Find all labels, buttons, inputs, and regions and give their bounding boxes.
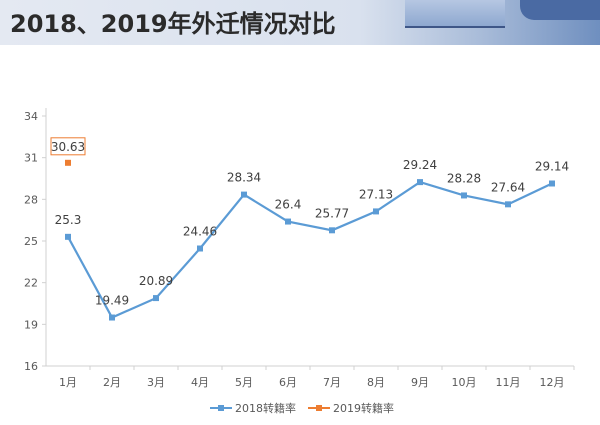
data-label-2018: 20.89 bbox=[139, 274, 173, 288]
page-title: 2018、2019年外迁情况对比 bbox=[10, 10, 336, 38]
data-label-box-2019 bbox=[50, 137, 86, 156]
data-label-2018: 28.34 bbox=[227, 171, 261, 185]
data-point-2018 bbox=[329, 227, 335, 234]
y-tick-label: 22 bbox=[24, 277, 38, 290]
y-tick-label: 31 bbox=[24, 152, 38, 165]
header-banner: 2018、2019年外迁情况对比 bbox=[0, 0, 600, 45]
data-point-2018 bbox=[461, 192, 467, 199]
data-point-2018 bbox=[153, 295, 159, 302]
data-point-2018 bbox=[373, 208, 379, 215]
x-tick-label: 4月 bbox=[191, 376, 209, 389]
data-point-2018 bbox=[65, 233, 71, 240]
series-line-2018 bbox=[67, 180, 553, 319]
x-tick-label: 11月 bbox=[496, 376, 521, 389]
data-label-2018: 25.77 bbox=[315, 206, 349, 220]
banner-decoration bbox=[520, 0, 600, 20]
data-label-2018: 25.3 bbox=[55, 213, 82, 227]
legend-marker bbox=[218, 405, 224, 411]
x-tick-label: 8月 bbox=[367, 376, 385, 389]
data-point-2018 bbox=[109, 314, 115, 321]
data-point-2018 bbox=[285, 218, 291, 225]
data-point-2019 bbox=[65, 159, 71, 166]
data-label-2018: 27.13 bbox=[359, 187, 393, 201]
data-label-2018: 29.14 bbox=[535, 160, 569, 174]
x-tick-label: 2月 bbox=[103, 376, 121, 389]
legend-marker bbox=[316, 405, 322, 411]
data-point-2018 bbox=[549, 180, 555, 187]
data-label-2018: 19.49 bbox=[95, 294, 129, 308]
x-tick-label: 6月 bbox=[279, 376, 297, 389]
x-tick-label: 7月 bbox=[323, 376, 341, 389]
legend-label: 2019转籍率 bbox=[333, 401, 394, 415]
data-label-2018: 26.4 bbox=[275, 198, 302, 212]
x-tick-label: 1月 bbox=[59, 376, 77, 389]
data-label-2018: 24.46 bbox=[183, 225, 217, 239]
banner-decoration bbox=[405, 0, 505, 28]
x-tick-label: 9月 bbox=[411, 376, 429, 389]
y-tick-label: 16 bbox=[24, 360, 38, 373]
data-label-2018: 28.28 bbox=[447, 171, 481, 185]
data-point-2018 bbox=[417, 179, 423, 186]
legend-label: 2018转籍率 bbox=[235, 401, 296, 415]
data-label-2018: 27.64 bbox=[491, 180, 525, 194]
y-tick-label: 28 bbox=[24, 193, 38, 206]
data-label-2018: 29.24 bbox=[403, 158, 437, 172]
y-tick-label: 25 bbox=[24, 235, 38, 248]
x-tick-label: 12月 bbox=[540, 376, 565, 389]
x-tick-label: 5月 bbox=[235, 376, 253, 389]
x-tick-label: 3月 bbox=[147, 376, 165, 389]
x-tick-label: 10月 bbox=[452, 376, 477, 389]
data-label-2019: 30.63 bbox=[51, 140, 85, 154]
y-tick-label: 19 bbox=[24, 318, 38, 331]
y-tick-label: 34 bbox=[24, 110, 38, 123]
data-point-2018 bbox=[197, 245, 203, 252]
data-point-2018 bbox=[505, 201, 511, 208]
data-point-2018 bbox=[241, 191, 247, 198]
